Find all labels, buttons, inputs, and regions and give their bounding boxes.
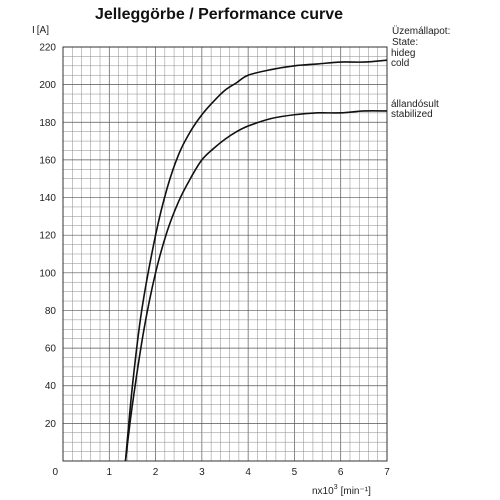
x-tick-label: 5 xyxy=(292,467,298,478)
y-tick-label: 20 xyxy=(45,419,57,430)
y-tick-label: 160 xyxy=(39,155,56,166)
y-tick-label: 80 xyxy=(45,306,57,317)
series-label-alt: cold xyxy=(391,58,409,69)
chart-curves xyxy=(124,59,388,462)
x-tick-label: 3 xyxy=(199,467,205,478)
y-tick-labels: 20 40 60 80 100 120 140 160 180 200 220 xyxy=(39,43,56,430)
plot-frame xyxy=(62,46,388,462)
series-label: hideg xyxy=(391,48,415,59)
y-tick-label: 220 xyxy=(39,43,56,54)
x-tick-label: 7 xyxy=(384,467,390,478)
x-tick-label: 1 xyxy=(107,467,113,478)
x-axis-label: nx103 [min⁻¹] xyxy=(312,484,371,497)
series-label-alt: stabilized xyxy=(391,109,433,120)
y-tick-label: 60 xyxy=(45,344,57,355)
series-line-stabilized xyxy=(124,110,388,462)
y-tick-label: 180 xyxy=(39,118,56,129)
series-label: állandósult xyxy=(391,99,439,110)
x-tick-label: 0 xyxy=(52,467,58,478)
state-label-en: State: xyxy=(392,37,418,48)
y-tick-label: 120 xyxy=(39,231,56,242)
x-tick-label: 2 xyxy=(153,467,159,478)
state-label-hu: Üzemállapot: xyxy=(392,25,450,37)
y-tick-label: 200 xyxy=(39,80,56,91)
series-line-cold xyxy=(124,59,388,462)
y-axis-label: I [A] xyxy=(32,25,49,36)
chart-grid xyxy=(63,47,387,461)
x-tick-label: 4 xyxy=(245,467,251,478)
chart-title: Jelleggörbe / Performance curve xyxy=(95,6,343,23)
x-tick-labels: 0 1 2 3 4 5 6 7 xyxy=(52,467,390,478)
y-tick-label: 40 xyxy=(45,381,57,392)
x-tick-label: 6 xyxy=(338,467,344,478)
y-tick-label: 140 xyxy=(39,193,56,204)
y-tick-label: 100 xyxy=(39,268,56,279)
